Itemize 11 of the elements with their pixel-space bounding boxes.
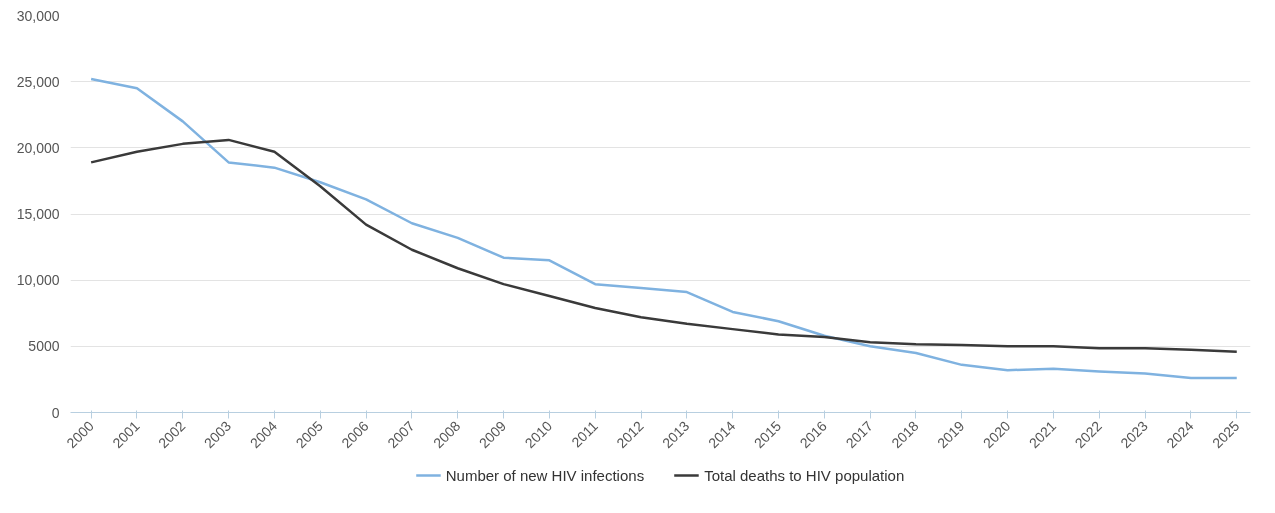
line-series [89,138,1238,353]
y-tick-label: 20,000 [16,139,60,156]
y-tick-label: 0 [51,404,60,421]
line-series [89,77,1238,380]
y-tick-label: 15,000 [16,206,60,222]
y-tick-label: 30,000 [16,7,60,24]
legend-label: Number of new HIV infections [445,466,645,484]
y-tick-label: 25,000 [16,73,60,90]
y-tick-label: 5000 [28,338,60,355]
legend-label: Total deaths to HIV population [704,466,905,484]
y-tick-label: 10,000 [16,272,60,289]
